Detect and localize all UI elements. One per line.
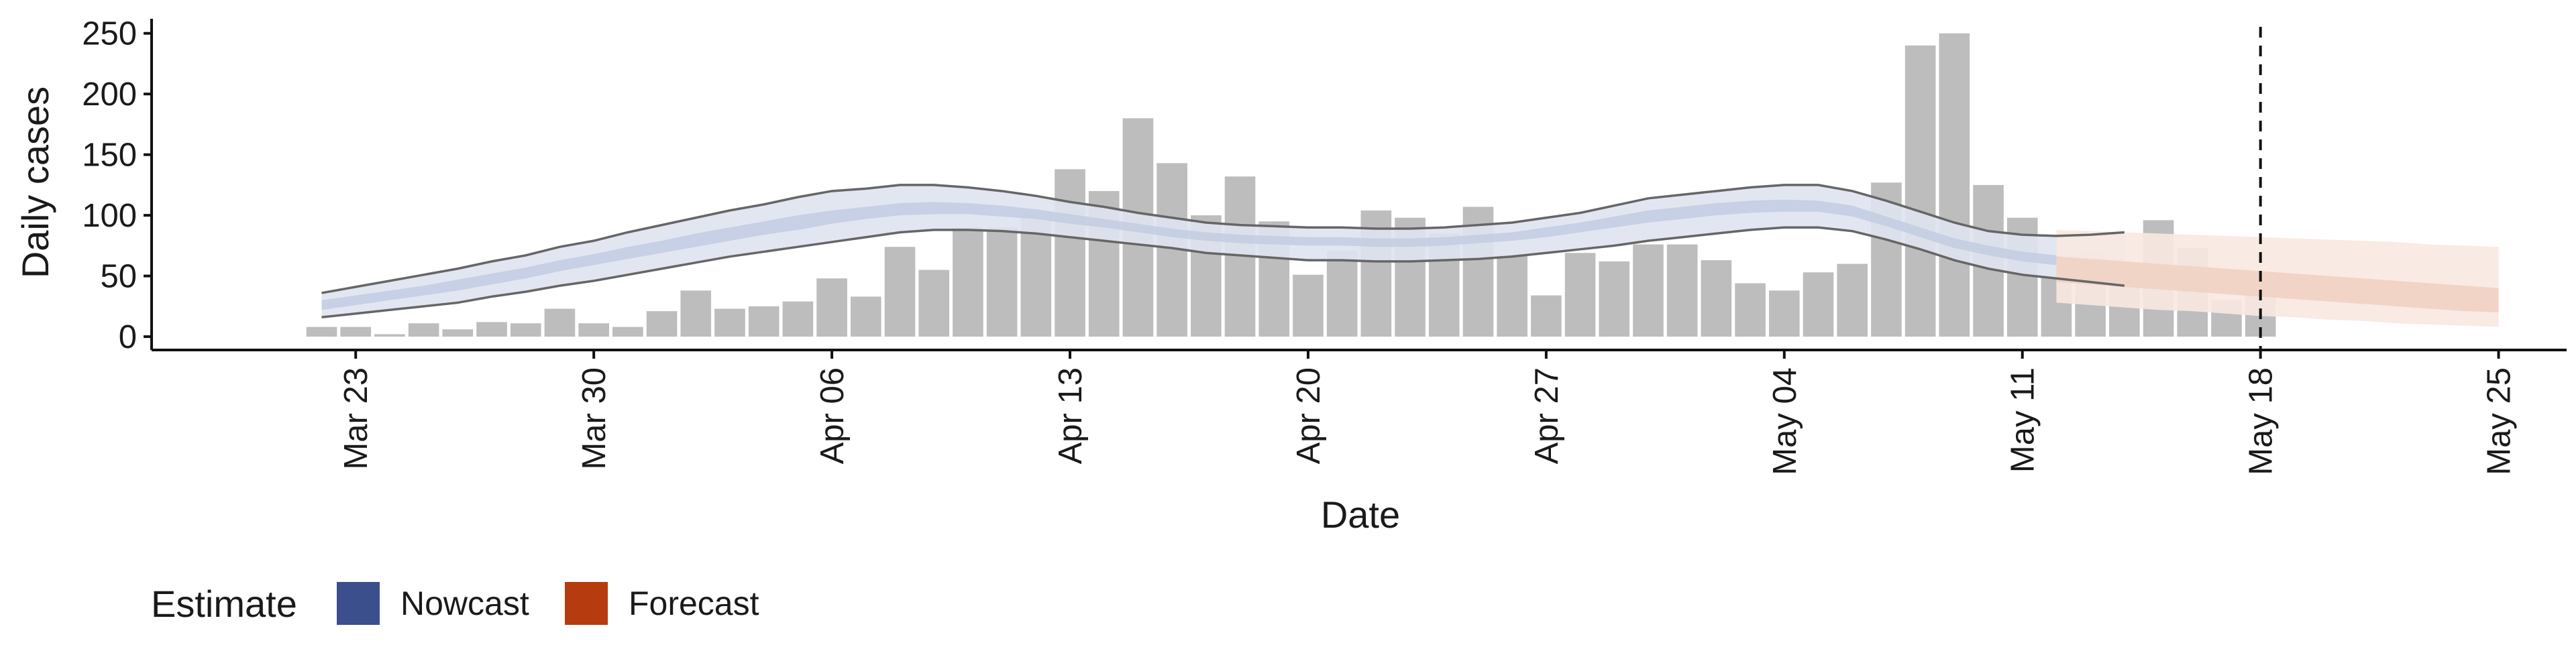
- x-tick-label: May 11: [2005, 367, 2041, 473]
- case-bar: [1326, 250, 1358, 337]
- x-tick-label: Mar 23: [338, 367, 374, 470]
- nowcast-upper-line: [321, 184, 2125, 294]
- legend-title: Estimate: [151, 583, 297, 625]
- case-bar: [408, 323, 439, 337]
- case-bar: [1939, 33, 1970, 337]
- case-bar: [918, 270, 950, 337]
- case-bar: [646, 311, 678, 337]
- case-bar: [612, 327, 643, 337]
- legend-swatch-forecast: [565, 582, 608, 625]
- x-tick-label: Apr 13: [1053, 367, 1089, 464]
- case-bar: [1768, 290, 1800, 337]
- case-bar: [340, 327, 372, 337]
- case-bar: [1701, 260, 1732, 337]
- y-tick-label: 100: [82, 198, 137, 234]
- case-bar: [816, 278, 847, 337]
- case-bar: [1055, 169, 1085, 337]
- legend-label-nowcast: Nowcast: [400, 585, 529, 622]
- case-bar: [953, 227, 983, 337]
- case-bar: [1564, 253, 1596, 337]
- x-tick-label: Apr 06: [814, 367, 851, 464]
- case-bar: [1904, 45, 1936, 337]
- case-bar: [442, 329, 474, 337]
- nowcast-inner-band: [321, 199, 2125, 310]
- nowcast-lower-line: [321, 226, 2125, 318]
- case-bar: [986, 227, 1018, 337]
- case-bar: [510, 323, 541, 337]
- x-tick-label: Mar 30: [576, 367, 612, 470]
- case-bar: [1531, 295, 1562, 337]
- y-tick-label: 150: [82, 137, 137, 174]
- interval-lines: [321, 184, 2125, 318]
- y-axis-title: Daily cases: [14, 86, 56, 278]
- case-bar: [1735, 283, 1766, 337]
- x-tick-label: May 25: [2481, 367, 2518, 475]
- case-bar: [544, 308, 576, 337]
- case-bar: [884, 247, 916, 337]
- case-bar: [1599, 261, 1630, 337]
- case-bar: [782, 301, 814, 337]
- case-bars: [306, 33, 2276, 337]
- case-bar: [1633, 244, 1664, 337]
- y-tick-label: 50: [100, 259, 137, 295]
- case-bar: [374, 334, 405, 337]
- y-tick-label: 250: [82, 16, 137, 52]
- estimate-bands: [321, 184, 2499, 327]
- legend-swatch-nowcast: [337, 582, 380, 625]
- case-bar: [850, 296, 881, 337]
- case-bar: [1666, 244, 1698, 337]
- y-tick-label: 200: [82, 76, 137, 113]
- axes: [150, 19, 2567, 351]
- y-tick-label: 0: [119, 319, 137, 355]
- x-axis-title: Date: [1321, 493, 1400, 536]
- x-tick-label: Apr 20: [1291, 367, 1327, 464]
- x-tick-label: May 18: [2243, 367, 2279, 475]
- legend-label-forecast: Forecast: [629, 585, 759, 622]
- x-tick-label: May 04: [1767, 367, 1803, 475]
- case-bar: [1497, 255, 1527, 337]
- case-bar: [1293, 274, 1324, 337]
- case-bar: [476, 322, 507, 337]
- x-tick-label: Apr 27: [1529, 367, 1565, 464]
- x-axis-ticks: Mar 23 Mar 30 Apr 06 Apr 13 Apr 20 Apr 27 May …: [338, 350, 2518, 475]
- case-bar: [578, 323, 609, 337]
- case-bar: [306, 327, 337, 337]
- forecast-inner-band: [2056, 256, 2499, 312]
- case-bar: [1803, 272, 1834, 337]
- case-bar: [680, 290, 712, 337]
- case-bar: [714, 308, 745, 337]
- legend: Estimate Nowcast Forecast: [151, 582, 759, 625]
- y-axis-ticks: 0 50 100 150 200 250: [82, 16, 152, 355]
- case-bar: [1837, 263, 1868, 337]
- case-bar: [748, 306, 780, 337]
